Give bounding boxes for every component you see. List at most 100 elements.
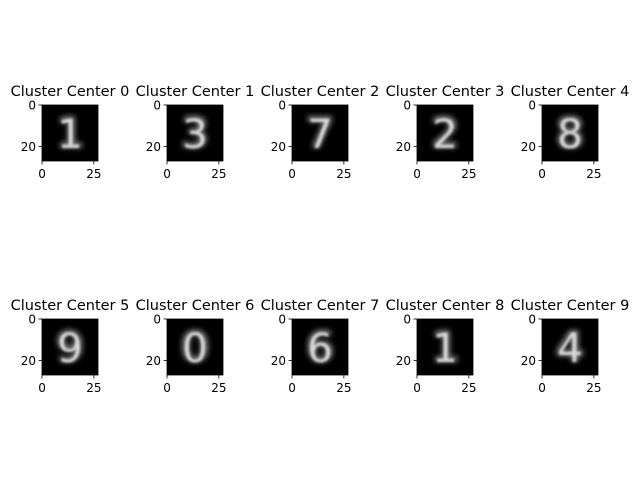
x-tick-label: 25: [586, 381, 601, 395]
svg-text:9: 9: [55, 322, 86, 373]
y-tick-label: 0: [403, 99, 411, 113]
digit-glyph: 22: [430, 108, 461, 159]
y-tick-label: 20: [521, 140, 536, 154]
digit-glyph: 11: [55, 108, 86, 159]
axes-frame: [291, 104, 349, 162]
y-tick-label: 0: [403, 313, 411, 327]
svg-text:8: 8: [557, 112, 582, 158]
cluster-center-image: [417, 319, 473, 375]
y-tick-label: 20: [21, 354, 36, 368]
subplot-title: Cluster Center 9: [511, 298, 630, 314]
cluster-center-image: [542, 105, 598, 161]
subplot-title: Cluster Center 4: [511, 84, 630, 100]
digit-glyph: 44: [555, 322, 586, 373]
axes-frame: [291, 318, 349, 376]
digit-glyph: 88: [555, 108, 586, 159]
digit-glyph: 99: [55, 322, 86, 373]
y-tick-label: 0: [153, 99, 161, 113]
svg-text:0: 0: [182, 326, 207, 372]
x-tick-label: 25: [86, 167, 101, 181]
subplot-title: Cluster Center 2: [261, 84, 380, 100]
axes-frame: [541, 318, 599, 376]
svg-text:6: 6: [307, 326, 332, 372]
x-tick-label: 0: [163, 381, 171, 395]
digit-glyph: 00: [180, 322, 211, 373]
svg-text:7: 7: [307, 112, 332, 158]
svg-text:2: 2: [432, 112, 457, 158]
cluster-center-image: [292, 319, 348, 375]
y-tick-label: 20: [271, 354, 286, 368]
y-tick-label: 0: [278, 99, 286, 113]
cluster-center-image: [42, 105, 98, 161]
axes-frame: [41, 104, 99, 162]
x-tick-label: 25: [461, 167, 476, 181]
y-tick-label: 0: [28, 313, 36, 327]
x-tick-label: 0: [538, 167, 546, 181]
x-tick-label: 0: [288, 381, 296, 395]
svg-text:1: 1: [57, 112, 82, 158]
svg-text:3: 3: [180, 108, 211, 159]
x-tick-label: 25: [461, 381, 476, 395]
cluster-center-image: [42, 319, 98, 375]
axes-frame: [166, 318, 224, 376]
x-tick-label: 0: [413, 381, 421, 395]
x-tick-label: 25: [336, 381, 351, 395]
svg-text:4: 4: [557, 326, 582, 372]
axes-frame: [416, 104, 474, 162]
x-tick-label: 0: [288, 167, 296, 181]
subplot-title: Cluster Center 5: [11, 298, 130, 314]
x-tick-label: 25: [211, 167, 226, 181]
svg-text:1: 1: [432, 326, 457, 372]
x-tick-label: 25: [586, 167, 601, 181]
x-tick-label: 0: [413, 167, 421, 181]
digit-glyph: 33: [180, 108, 211, 159]
axes-frame: [41, 318, 99, 376]
y-tick-label: 20: [396, 140, 411, 154]
x-tick-label: 25: [211, 381, 226, 395]
axes-frame: [541, 104, 599, 162]
svg-text:8: 8: [555, 108, 586, 159]
svg-text:0: 0: [180, 322, 211, 373]
cluster-center-image: [292, 105, 348, 161]
axes-frame: [416, 318, 474, 376]
y-tick-label: 20: [396, 354, 411, 368]
svg-text:2: 2: [430, 108, 461, 159]
subplot-title: Cluster Center 6: [136, 298, 255, 314]
cluster-center-image: [167, 105, 223, 161]
digit-glyph: 77: [305, 108, 336, 159]
y-tick-label: 20: [146, 140, 161, 154]
svg-text:6: 6: [305, 322, 336, 373]
x-tick-label: 25: [336, 167, 351, 181]
cluster-center-image: [167, 319, 223, 375]
svg-text:3: 3: [182, 112, 207, 158]
subplot-title: Cluster Center 3: [386, 84, 505, 100]
y-tick-label: 0: [153, 313, 161, 327]
y-tick-label: 20: [521, 354, 536, 368]
subplot-title: Cluster Center 8: [386, 298, 505, 314]
x-tick-label: 0: [163, 167, 171, 181]
subplot-title: Cluster Center 7: [261, 298, 380, 314]
svg-text:7: 7: [305, 108, 336, 159]
svg-text:4: 4: [555, 322, 586, 373]
cluster-center-image: [417, 105, 473, 161]
cluster-center-image: [542, 319, 598, 375]
y-tick-label: 20: [271, 140, 286, 154]
y-tick-label: 20: [146, 354, 161, 368]
axes-frame: [166, 104, 224, 162]
y-tick-label: 0: [528, 99, 536, 113]
svg-text:9: 9: [57, 326, 82, 372]
x-tick-label: 0: [38, 381, 46, 395]
x-tick-label: 0: [38, 167, 46, 181]
